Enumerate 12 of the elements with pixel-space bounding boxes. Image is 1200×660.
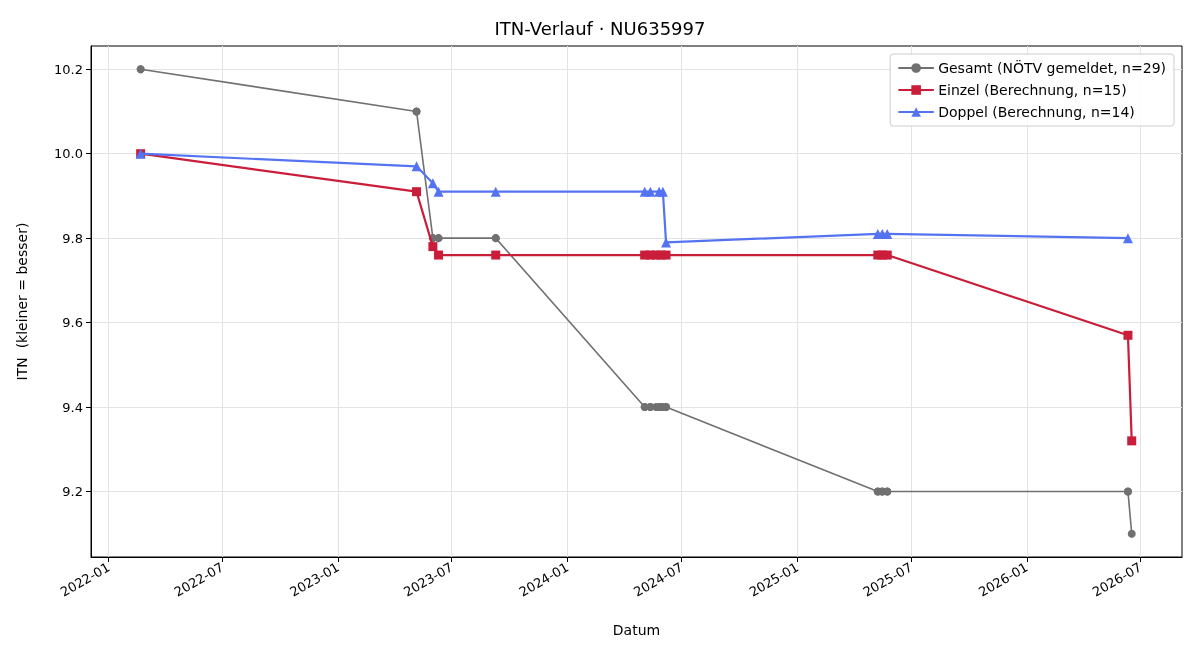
chart-title: ITN-Verlauf · NU635997 [494, 17, 706, 39]
y-tick-label: 9.8 [62, 230, 83, 246]
legend-label: Doppel (Berechnung, n=14) [938, 104, 1135, 120]
y-tick-label: 10.2 [54, 61, 83, 77]
y-axis-title: ITN (kleiner = besser) [14, 222, 30, 381]
y-tick-label: 9.4 [62, 399, 83, 415]
y-tick-label: 9.6 [62, 315, 83, 331]
legend-label: Einzel (Berechnung, n=15) [938, 82, 1127, 98]
legend-label: Gesamt (NÖTV gemeldet, n=29) [938, 59, 1166, 76]
y-tick-label: 10.0 [54, 146, 83, 162]
y-tick-label: 9.2 [62, 484, 83, 500]
x-axis-title: Datum [612, 622, 661, 638]
